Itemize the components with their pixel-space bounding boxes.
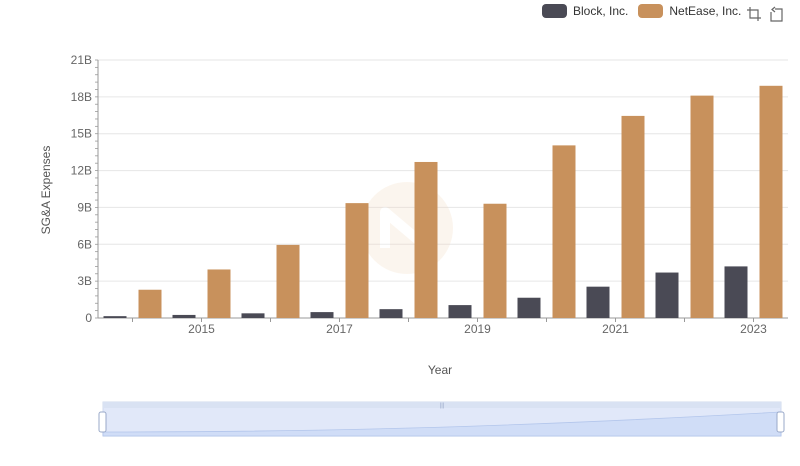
bar-netease-2017[interactable]	[345, 203, 369, 318]
x-tick-label: 2017	[326, 322, 353, 336]
x-axis-title: Year	[428, 363, 452, 377]
bar-netease-2023[interactable]	[759, 85, 783, 318]
datazoom-preview-area	[102, 411, 782, 437]
datazoom-selected-range	[103, 407, 781, 436]
bar-block-2016[interactable]	[241, 313, 265, 318]
legend-label-netease: NetEase, Inc.	[669, 4, 742, 18]
bar-netease-2020[interactable]	[552, 145, 576, 318]
zoom-icon[interactable]	[746, 6, 762, 22]
datazoom-top-bar	[103, 402, 781, 408]
bar-block-2018[interactable]	[379, 309, 403, 318]
grid-layer	[98, 59, 788, 282]
y-tick-label: 0	[85, 311, 92, 325]
legend-swatch-block	[542, 4, 567, 18]
legend-swatch-netease	[638, 4, 664, 18]
y-tick-label: 12B	[71, 164, 92, 178]
y-axis-title: SG&A Expenses	[39, 146, 53, 235]
bar-block-2015[interactable]	[172, 314, 196, 318]
bar-block-2020[interactable]	[517, 297, 541, 318]
x-tick-label: 2015	[188, 322, 215, 336]
legend-item-block[interactable]: Block, Inc.	[542, 4, 628, 18]
bar-netease-2018[interactable]	[414, 161, 438, 318]
y-tick-label: 18B	[71, 90, 92, 104]
x-tick-label: 2019	[464, 322, 491, 336]
datazoom-handle-right[interactable]	[776, 411, 785, 433]
legend: Block, Inc. NetEase, Inc.	[542, 4, 741, 18]
toolbox	[746, 6, 784, 22]
bar-block-2021[interactable]	[586, 286, 610, 318]
y-tick-label: 21B	[71, 53, 92, 67]
legend-label-block: Block, Inc.	[573, 4, 629, 18]
datazoom-grip-icon: |||	[440, 403, 445, 409]
restore-icon[interactable]	[768, 6, 784, 22]
x-tick-label: 2021	[602, 322, 629, 336]
bar-netease-2019[interactable]	[483, 203, 507, 318]
axis-layer: 0 3B 6B 9B 12B 15B 18B 21B 2015 2017 2019 2021 2023	[71, 53, 788, 336]
y-tick-label: 9B	[77, 200, 92, 214]
bar-block-2014[interactable]	[103, 316, 127, 318]
bar-block-2019[interactable]	[448, 305, 472, 318]
bar-netease-2014[interactable]	[138, 289, 162, 318]
bar-netease-2015[interactable]	[207, 269, 231, 318]
x-tick-label: 2023	[740, 322, 767, 336]
bar-block-2022[interactable]	[655, 272, 679, 318]
legend-item-netease[interactable]: NetEase, Inc.	[638, 4, 741, 18]
y-tick-label: 6B	[77, 237, 92, 251]
bar-block-2017[interactable]	[310, 312, 334, 318]
datazoom-handle-left[interactable]	[98, 411, 107, 433]
bar-netease-2016[interactable]	[276, 244, 300, 318]
bar-netease-2022[interactable]	[690, 95, 714, 318]
bar-block-2023[interactable]	[724, 266, 748, 318]
datazoom-slider[interactable]: |||	[98, 401, 785, 437]
watermark-logo	[361, 182, 453, 274]
y-tick-label: 3B	[77, 274, 92, 288]
bar-netease-2021[interactable]	[621, 115, 645, 319]
bar-layer	[103, 85, 783, 319]
y-tick-label: 15B	[71, 127, 92, 141]
